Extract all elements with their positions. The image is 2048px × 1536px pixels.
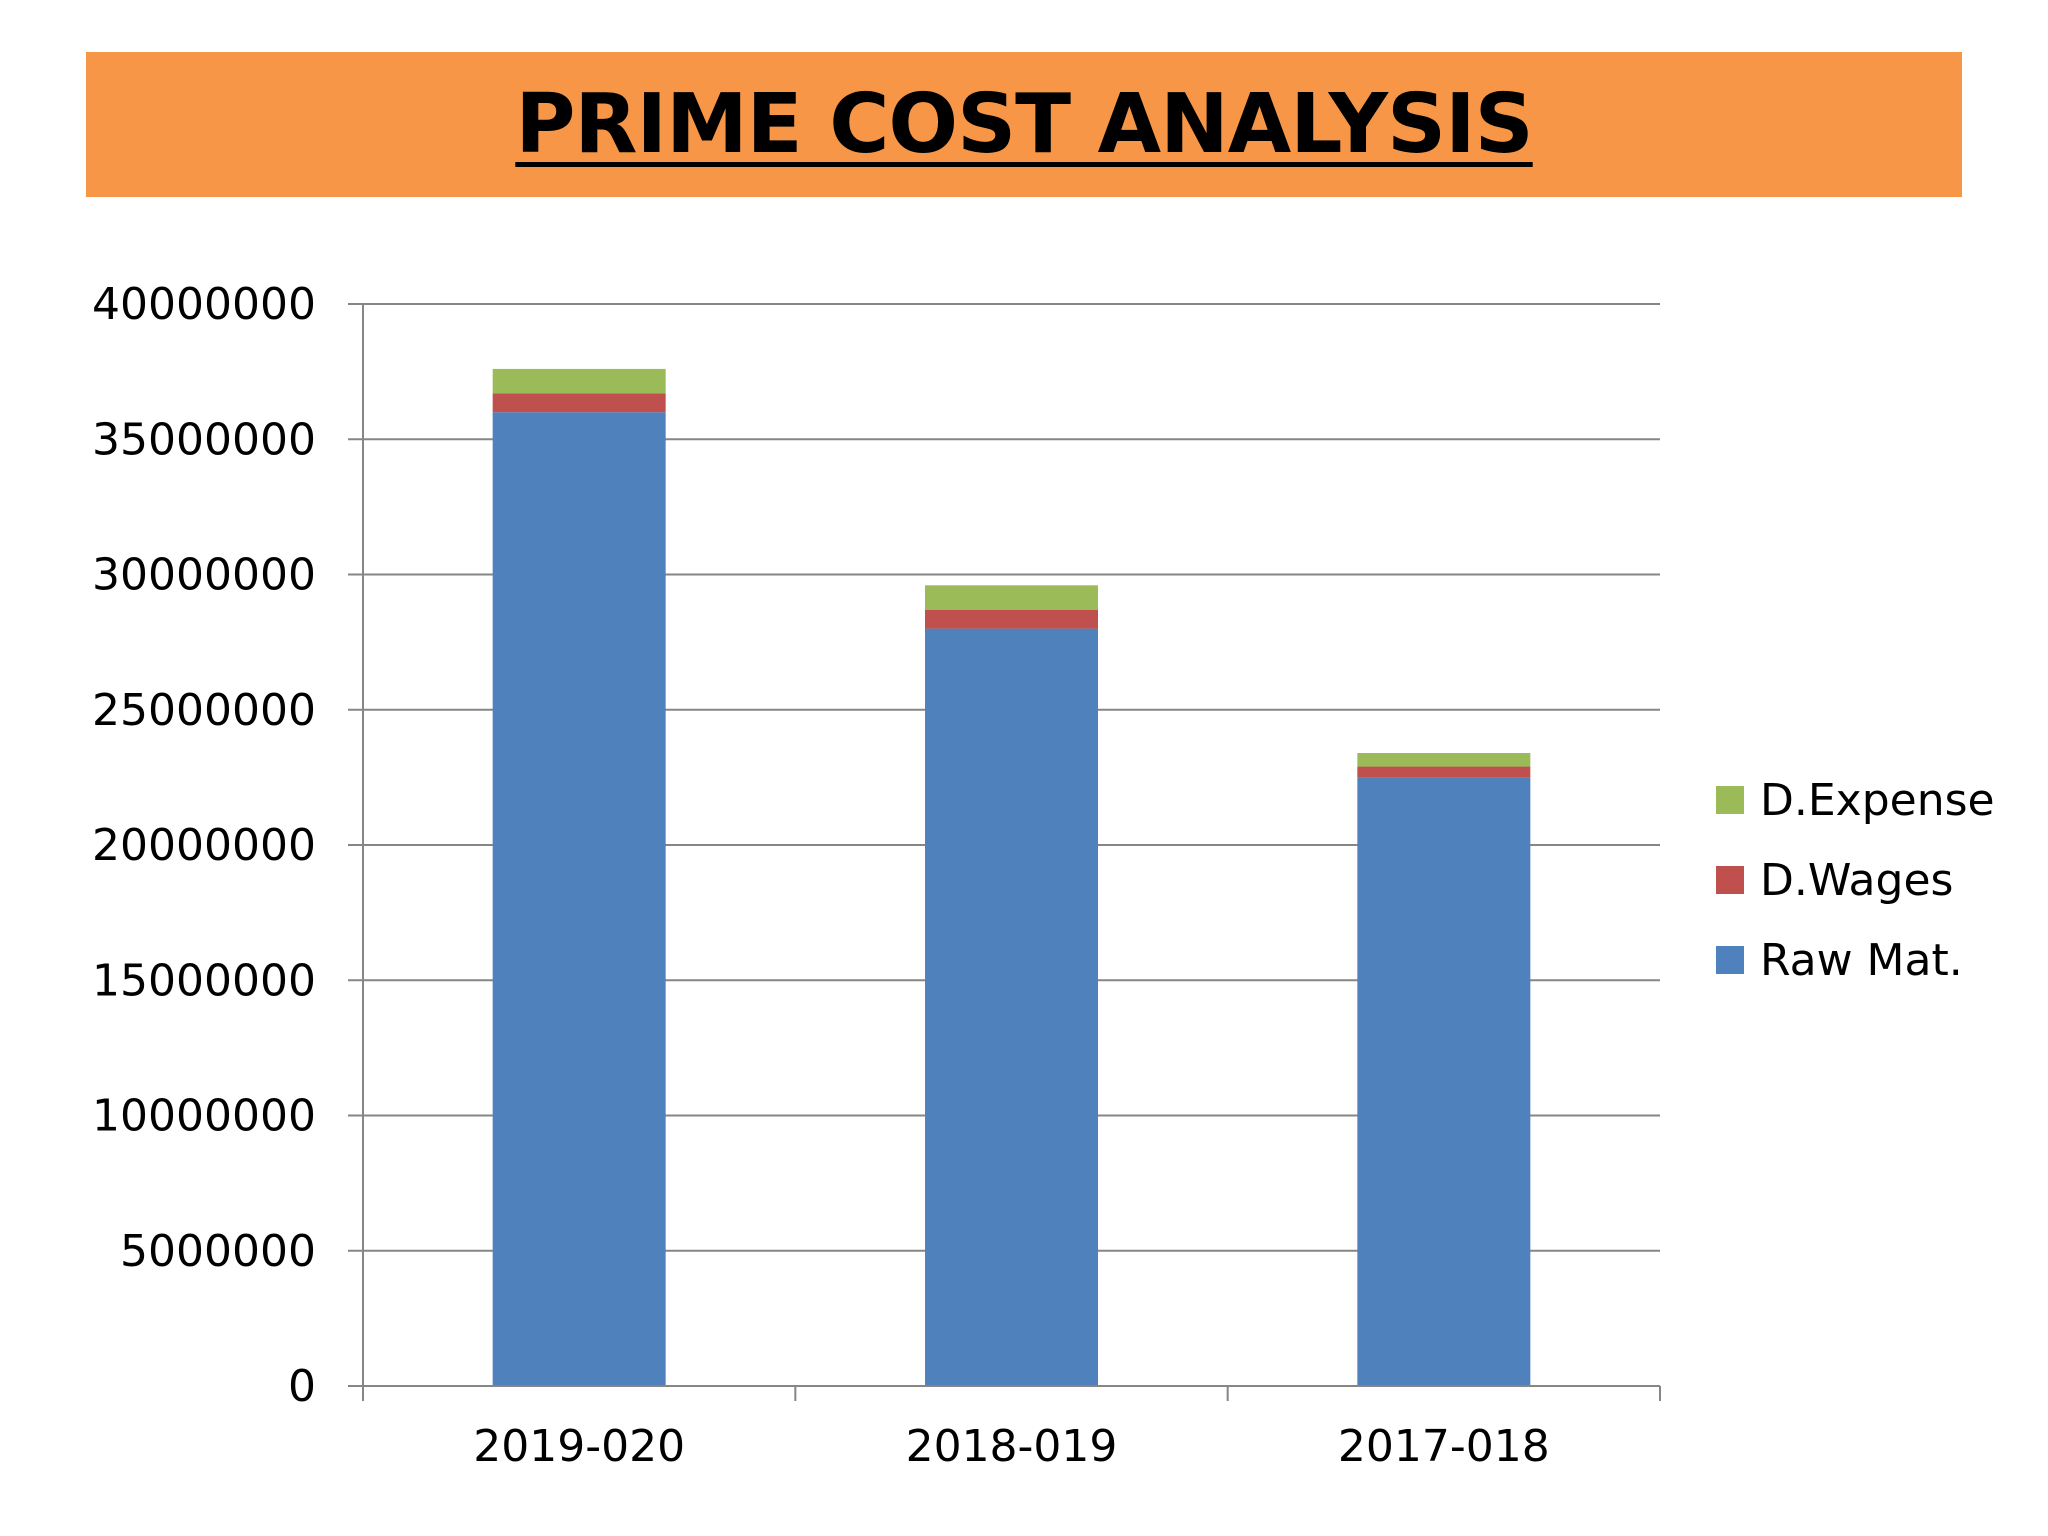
y-tick-label: 35000000 — [92, 414, 316, 465]
y-tick-label: 40000000 — [92, 279, 316, 330]
bar-raw-mat-2019-020 — [492, 412, 666, 1386]
legend-label-raw-mat: Raw Mat. — [1760, 935, 1963, 986]
y-tick-label: 0 — [288, 1361, 316, 1412]
y-tick-label: 30000000 — [92, 550, 316, 601]
bar-raw-mat-2018-019 — [925, 628, 1098, 1386]
bar-d-wages-2019-020 — [492, 393, 666, 413]
title-banner: PRIME COST ANALYSIS — [86, 52, 1962, 197]
y-tick-label: 20000000 — [92, 820, 316, 871]
legend-label-d-expense: D.Expense — [1760, 775, 1995, 826]
y-tick-label: 15000000 — [92, 955, 316, 1006]
y-tick-label: 25000000 — [92, 685, 316, 736]
bar-d-wages-2018-019 — [925, 609, 1098, 629]
legend: D.Expense D.Wages Raw Mat. — [1716, 775, 1995, 986]
bar-raw-mat-2017-018 — [1357, 777, 1531, 1386]
legend-swatch-d-wages — [1716, 866, 1744, 894]
y-tick-label: 10000000 — [92, 1091, 316, 1142]
bar-d-expense-2019-020 — [492, 368, 666, 394]
bar-d-expense-2017-018 — [1357, 753, 1531, 767]
y-tick-label: 5000000 — [120, 1226, 316, 1277]
chart-title: PRIME COST ANALYSIS — [515, 77, 1533, 172]
bar-d-expense-2018-019 — [925, 585, 1098, 610]
legend-label-d-wages: D.Wages — [1760, 855, 1953, 906]
bar-d-wages-2017-018 — [1357, 766, 1531, 778]
bars — [492, 368, 1531, 1386]
axes: 0 5000000 10000000 15000000 20000000 25000000… — [92, 279, 1661, 1472]
x-category-label: 2018-019 — [906, 1421, 1118, 1472]
x-category-label: 2019-020 — [473, 1421, 685, 1472]
x-category-label: 2017-018 — [1338, 1421, 1550, 1472]
legend-swatch-d-expense — [1716, 786, 1744, 814]
legend-swatch-raw-mat — [1716, 946, 1744, 974]
